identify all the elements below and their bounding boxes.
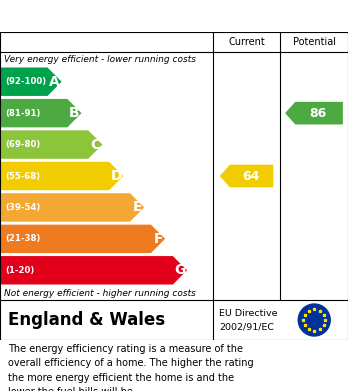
- Text: (92-100): (92-100): [5, 77, 46, 86]
- Polygon shape: [0, 68, 62, 96]
- Text: (69-80): (69-80): [5, 140, 40, 149]
- Polygon shape: [0, 130, 102, 159]
- Text: Very energy efficient - lower running costs: Very energy efficient - lower running co…: [4, 54, 196, 63]
- Text: D: D: [110, 169, 122, 183]
- Text: Not energy efficient - higher running costs: Not energy efficient - higher running co…: [4, 289, 196, 298]
- Text: (81-91): (81-91): [5, 109, 40, 118]
- Polygon shape: [0, 256, 187, 285]
- Text: The energy efficiency rating is a measure of the
overall efficiency of a home. T: The energy efficiency rating is a measur…: [8, 344, 254, 391]
- Text: F: F: [153, 232, 163, 246]
- Text: C: C: [90, 138, 101, 152]
- Text: England & Wales: England & Wales: [8, 311, 165, 329]
- Text: 64: 64: [242, 170, 260, 183]
- Text: Energy Efficiency Rating: Energy Efficiency Rating: [9, 9, 229, 23]
- Text: (21-38): (21-38): [5, 234, 40, 243]
- Text: Current: Current: [228, 37, 265, 47]
- Polygon shape: [220, 165, 273, 187]
- Text: E: E: [132, 201, 142, 214]
- Text: (1-20): (1-20): [5, 266, 34, 275]
- Text: B: B: [69, 106, 80, 120]
- Text: 86: 86: [309, 107, 326, 120]
- Polygon shape: [0, 162, 123, 190]
- Polygon shape: [0, 99, 81, 127]
- Text: (55-68): (55-68): [5, 172, 40, 181]
- Polygon shape: [0, 193, 144, 222]
- Circle shape: [298, 304, 330, 336]
- Polygon shape: [0, 225, 165, 253]
- Text: G: G: [174, 263, 186, 277]
- Text: A: A: [49, 75, 60, 89]
- Polygon shape: [285, 102, 343, 124]
- Text: Potential: Potential: [293, 37, 335, 47]
- Text: 2002/91/EC: 2002/91/EC: [219, 323, 274, 332]
- Text: (39-54): (39-54): [5, 203, 40, 212]
- Text: EU Directive: EU Directive: [219, 310, 277, 319]
